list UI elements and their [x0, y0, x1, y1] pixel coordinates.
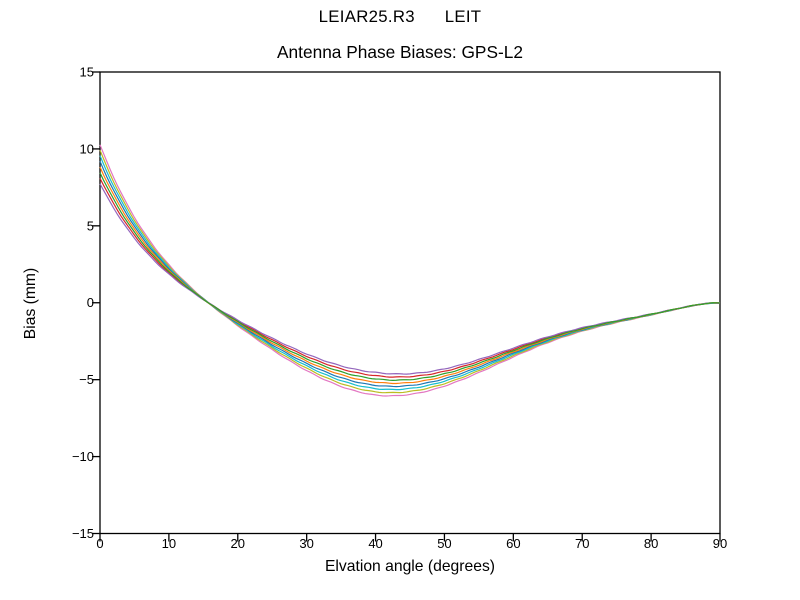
svg-text:30: 30	[299, 536, 313, 551]
svg-text:90: 90	[713, 536, 727, 551]
svg-text:Bias (mm): Bias (mm)	[22, 268, 39, 339]
svg-text:60: 60	[506, 536, 520, 551]
svg-text:20: 20	[231, 536, 245, 551]
svg-text:−10: −10	[72, 449, 94, 464]
svg-text:70: 70	[575, 536, 589, 551]
svg-text:50: 50	[437, 536, 451, 551]
svg-text:0: 0	[96, 536, 103, 551]
svg-text:5: 5	[87, 218, 94, 233]
svg-text:10: 10	[80, 141, 94, 156]
svg-text:40: 40	[368, 536, 382, 551]
svg-text:0: 0	[87, 295, 94, 310]
svg-text:−5: −5	[79, 372, 94, 387]
svg-text:10: 10	[162, 536, 176, 551]
svg-text:15: 15	[80, 65, 94, 80]
svg-text:80: 80	[644, 536, 658, 551]
svg-text:−15: −15	[72, 526, 94, 541]
